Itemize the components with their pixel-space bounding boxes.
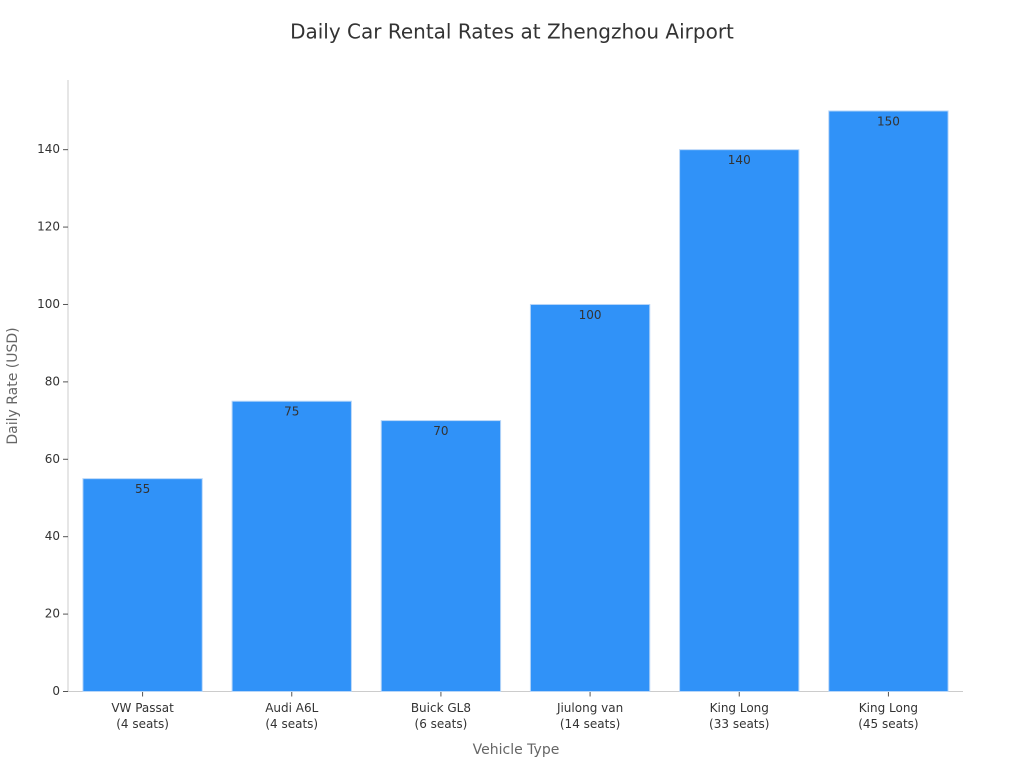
- x-tick-label: King Long (33 seats): [709, 701, 769, 731]
- y-tick-label: 80: [45, 374, 60, 388]
- value-label: 100: [579, 308, 602, 322]
- x-axis-label: Vehicle Type: [473, 742, 560, 758]
- x-tick-label: Audi A6L (4 seats): [265, 701, 318, 731]
- bar: [529, 303, 651, 692]
- y-tick-label: 60: [45, 452, 60, 466]
- y-axis-label: Daily Rate (USD): [5, 327, 21, 444]
- value-label: 55: [135, 482, 150, 496]
- x-tick-label: Buick GL8 (6 seats): [411, 701, 471, 731]
- y-tick-label: 0: [52, 684, 60, 698]
- bar: [231, 400, 352, 692]
- chart-title: Daily Car Rental Rates at Zhengzhou Airp…: [290, 20, 734, 44]
- y-tick-label: 40: [45, 529, 60, 543]
- y-tick-label: 140: [37, 142, 60, 156]
- bar: [828, 110, 949, 692]
- value-label: 150: [877, 114, 900, 128]
- bar: [380, 420, 502, 692]
- value-label: 140: [728, 153, 751, 167]
- x-tick-label: Jiulong van (14 seats): [556, 701, 623, 731]
- bar: [82, 478, 203, 692]
- value-label: 75: [284, 405, 299, 419]
- y-tick-label: 100: [37, 297, 60, 311]
- value-label: 70: [433, 424, 448, 438]
- x-tick-label: King Long (45 seats): [858, 701, 918, 731]
- y-tick-label: 20: [45, 607, 60, 621]
- y-tick-label: 120: [37, 220, 60, 234]
- x-tick-label: VW Passat (4 seats): [111, 701, 174, 731]
- bar: [679, 149, 800, 692]
